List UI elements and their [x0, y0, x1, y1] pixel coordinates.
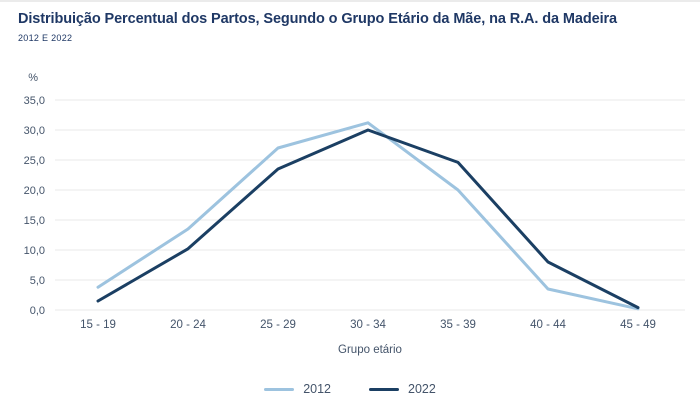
x-tick-label: 15 - 19 [80, 319, 116, 331]
series-layer [96, 121, 640, 311]
series-line-2012 [96, 121, 640, 311]
chart-subtitle: 2012 E 2022 [18, 33, 73, 43]
legend-swatch-2012 [264, 387, 295, 391]
x-axis-title: Grupo etário [338, 344, 402, 356]
y-tick-label: 25,0 [24, 155, 45, 167]
gridlines-layer [55, 99, 685, 311]
legend-item-2022: 2022 [369, 382, 436, 396]
y-axis-unit-label: % [28, 72, 38, 84]
x-tick-label: 45 - 49 [620, 319, 656, 331]
y-tick-label: 15,0 [24, 215, 45, 227]
line-chart: % 35,0 30,0 25,0 20,0 15,0 10,0 5,0 0,0 15 - 19… [24, 72, 685, 356]
x-tick-label: 35 - 39 [440, 319, 476, 331]
chart-header: Distribuição Percentual dos Partos, Segu… [0, 2, 700, 62]
legend-label: 2022 [408, 382, 436, 396]
y-tick-label: 10,0 [24, 245, 45, 257]
x-tick-label: 20 - 24 [170, 319, 206, 331]
y-tick-labels-layer: 35,0 30,0 25,0 20,0 15,0 10,0 5,0 0,0 [24, 95, 45, 317]
legend-swatch-2022 [369, 387, 399, 391]
legend-label: 2012 [303, 382, 331, 396]
series-line-2022 [96, 128, 640, 310]
legend-item-2012: 2012 [264, 382, 331, 396]
x-tick-label: 25 - 29 [260, 319, 296, 331]
y-tick-label: 0,0 [30, 305, 45, 317]
y-tick-label: 20,0 [24, 185, 45, 197]
x-tick-label: 30 - 34 [350, 319, 386, 331]
chart-title: Distribuição Percentual dos Partos, Segu… [18, 11, 618, 27]
y-tick-label: 35,0 [24, 95, 45, 107]
x-tick-label: 40 - 44 [530, 319, 566, 331]
chart-legend: 2012 2022 [0, 382, 700, 396]
x-tick-labels-layer: 15 - 19 20 - 24 25 - 29 30 - 34 35 - 39 40 - … [80, 319, 656, 331]
y-tick-label: 5,0 [30, 275, 45, 287]
y-tick-label: 30,0 [24, 125, 45, 137]
